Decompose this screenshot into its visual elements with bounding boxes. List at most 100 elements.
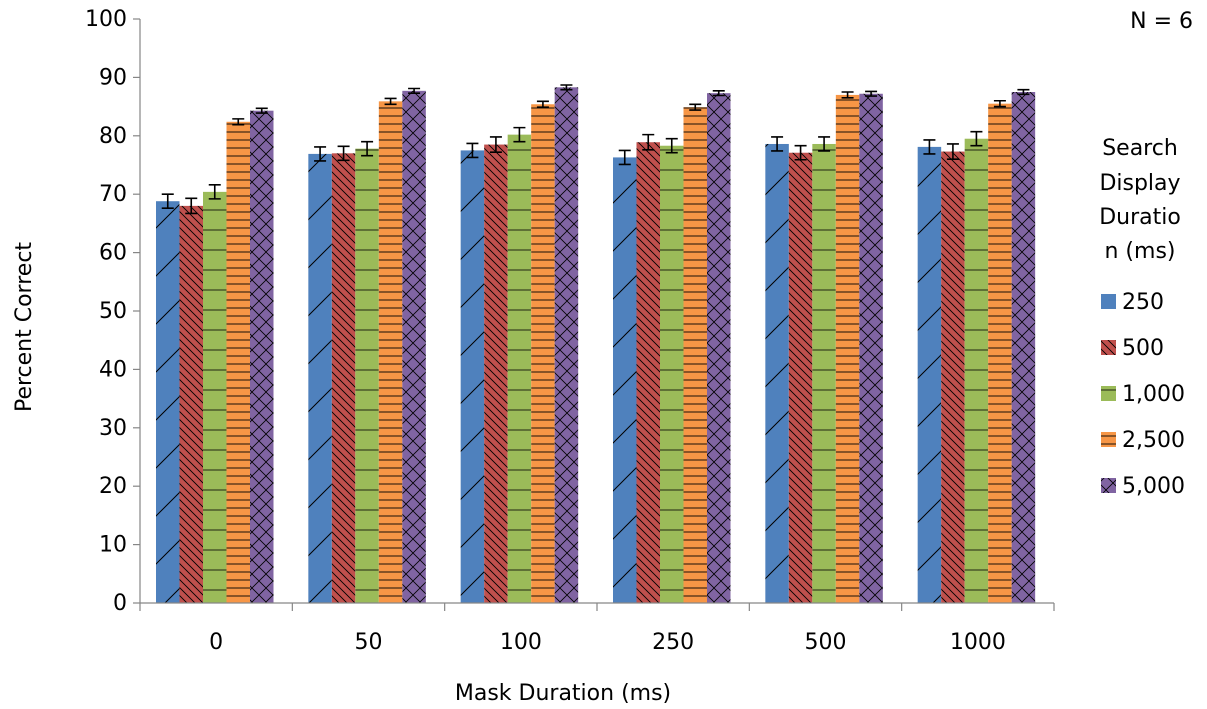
legend-swatch — [1101, 432, 1116, 447]
error-bar — [642, 133, 655, 151]
legend-title-line: n (ms) — [1105, 239, 1176, 264]
error-bar — [361, 140, 374, 157]
bar — [331, 153, 356, 603]
bar — [859, 93, 883, 603]
x-axis-ticks: 0 50 100 250 500 1000 — [139, 603, 1055, 655]
y-tick-label: 80 — [99, 124, 127, 149]
bar — [250, 110, 274, 604]
bar — [788, 152, 813, 603]
y-tick-label: 20 — [99, 474, 127, 499]
bar — [308, 153, 332, 604]
legend-label: 5,000 — [1122, 474, 1185, 499]
bar — [613, 157, 637, 603]
legend-label: 1,000 — [1122, 382, 1185, 407]
x-axis-label: Mask Duration (ms) — [455, 681, 671, 706]
bar — [179, 205, 203, 603]
bar — [964, 138, 989, 603]
bar — [812, 143, 836, 603]
bar — [402, 90, 426, 603]
y-tick-label: 10 — [99, 533, 127, 558]
error-bar — [208, 184, 221, 200]
x-tick-label: 50 — [355, 630, 383, 655]
error-bar — [466, 142, 479, 159]
legend-swatch — [1101, 340, 1116, 355]
bar — [531, 104, 555, 603]
bar — [636, 142, 660, 603]
legend-title-line: Search — [1102, 136, 1178, 161]
legend-swatch — [1101, 294, 1116, 309]
bar — [507, 134, 532, 603]
bars — [156, 87, 1036, 604]
bar — [941, 151, 965, 603]
error-bar — [161, 193, 174, 210]
x-tick-label: 500 — [805, 630, 847, 655]
bar — [226, 121, 250, 603]
error-bar — [536, 100, 549, 108]
error-bar — [489, 136, 502, 153]
y-tick-label: 50 — [99, 299, 127, 324]
y-tick-label: 70 — [99, 182, 127, 207]
bar — [484, 144, 508, 603]
y-tick-label: 100 — [85, 7, 127, 32]
bar — [355, 148, 379, 603]
error-bar — [1017, 88, 1030, 96]
y-tick-label: 40 — [99, 357, 127, 382]
error-bar — [384, 97, 397, 106]
error-bar — [946, 143, 959, 160]
bar — [683, 107, 707, 604]
bar — [765, 143, 789, 603]
bar — [707, 93, 731, 603]
x-tick-label: 100 — [500, 630, 542, 655]
error-bar — [337, 145, 350, 162]
y-tick-label: 60 — [99, 241, 127, 266]
legend-title-line: Display — [1099, 171, 1180, 196]
error-bar — [513, 126, 526, 143]
error-bar — [665, 137, 678, 154]
bar — [917, 146, 942, 603]
bar — [203, 191, 227, 603]
legend-title-line: Duratio — [1099, 205, 1181, 230]
legend-label: 250 — [1122, 290, 1164, 315]
legend: Search Display Duratio n (ms) 250 500 1,00… — [1099, 136, 1185, 499]
bar — [460, 150, 485, 603]
bar — [835, 94, 860, 604]
x-tick-label: 1000 — [950, 630, 1006, 655]
error-bar — [993, 99, 1006, 108]
error-bar — [818, 136, 831, 152]
error-bar — [618, 149, 631, 166]
y-axis-label: Percent Correct — [12, 242, 37, 412]
error-bar — [689, 103, 702, 111]
error-bar — [923, 139, 936, 155]
bar — [378, 101, 403, 604]
error-bar — [560, 84, 573, 91]
error-bar — [841, 91, 854, 99]
legend-swatch — [1101, 478, 1116, 493]
sample-size-annotation: N = 6 — [1130, 9, 1193, 34]
error-bar — [970, 130, 983, 147]
error-bar — [314, 146, 327, 162]
bar — [988, 103, 1012, 604]
error-bar — [255, 107, 268, 114]
bar — [156, 201, 180, 603]
x-tick-label: 0 — [209, 630, 223, 655]
error-bar — [865, 90, 878, 97]
y-tick-label: 30 — [99, 416, 127, 441]
y-axis-ticks: 0 10 20 30 40 50 60 70 80 90 100 — [85, 7, 140, 616]
legend-label: 500 — [1122, 336, 1164, 361]
x-tick-label: 250 — [652, 630, 694, 655]
error-bar — [771, 136, 784, 152]
bar — [554, 87, 579, 603]
legend-swatch — [1101, 386, 1116, 401]
bar — [1011, 92, 1036, 603]
error-bar — [232, 118, 245, 126]
legend-label: 2,500 — [1122, 428, 1185, 453]
error-bar — [794, 144, 807, 161]
error-bar — [185, 197, 198, 215]
error-bars — [161, 84, 1030, 215]
error-bar — [712, 90, 725, 97]
error-bar — [408, 87, 421, 94]
y-tick-label: 0 — [113, 591, 127, 616]
y-tick-label: 90 — [99, 65, 127, 90]
bar — [660, 145, 684, 603]
